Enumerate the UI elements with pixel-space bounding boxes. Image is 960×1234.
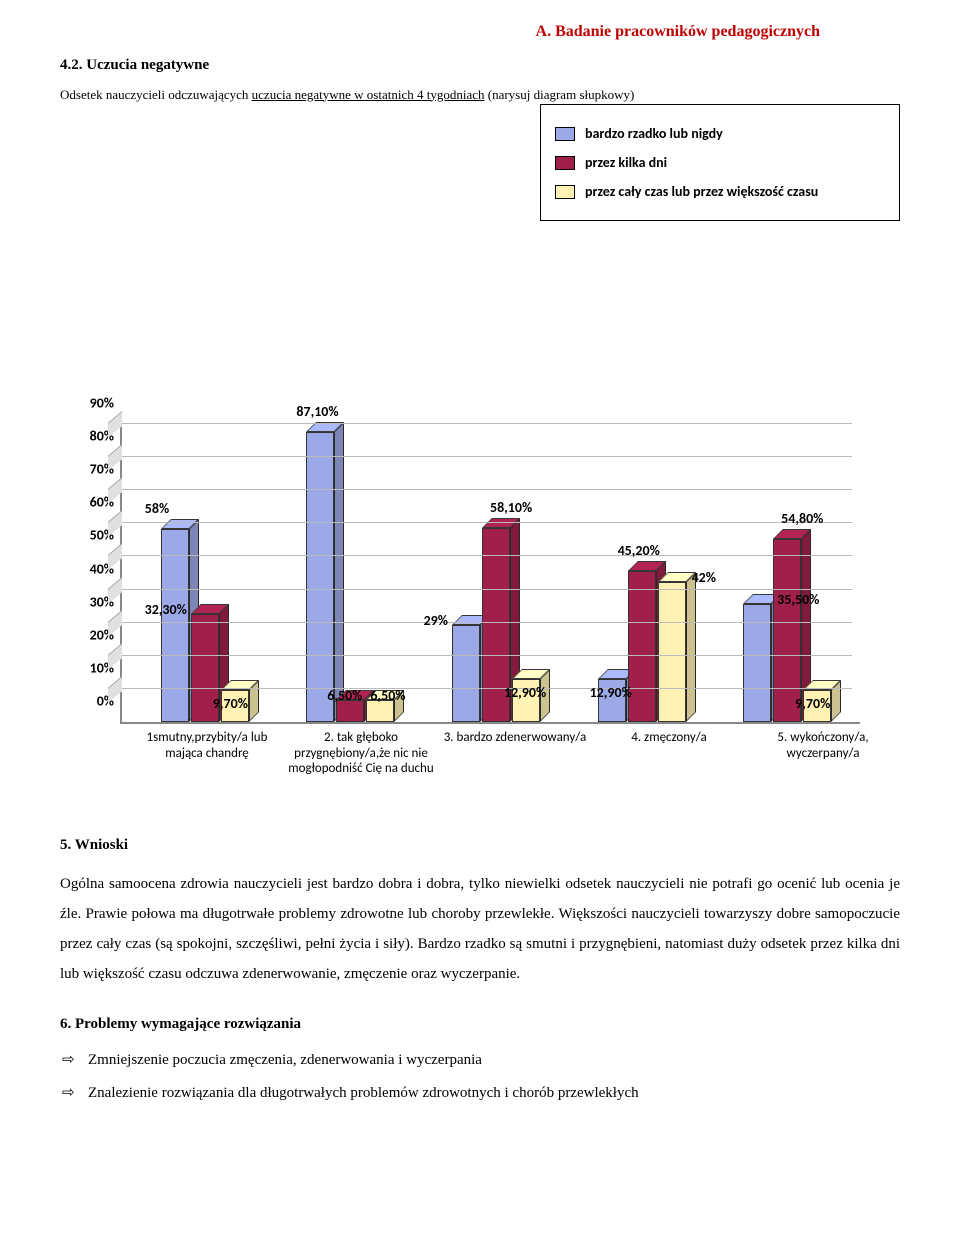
chart-bar-value-label: 32,30%	[145, 599, 187, 620]
chart-bar-value-label: 35,50%	[777, 589, 819, 610]
chart-bar: 12,90%	[598, 679, 626, 722]
chart-bar: 58%	[161, 529, 189, 722]
subtitle-pre: Odsetek nauczycieli odczuwających	[60, 87, 252, 102]
chart-gridline	[114, 522, 852, 523]
chart-bar-value-label: 45,20%	[618, 540, 660, 561]
chart-bar-value-label: 58,10%	[490, 497, 532, 518]
chart-bar-group: 87,10%6,50%6,50%	[278, 432, 424, 722]
chart-x-label: 2. tak głęboko przygnębiony/a,że nic nie…	[284, 730, 438, 777]
section-number: 4.2.	[60, 57, 83, 73]
chart-plot-area: 58%32,30%9,70%87,10%6,50%6,50%29%58,10%1…	[120, 424, 860, 724]
chart-gridline	[114, 589, 852, 590]
chart-legend: bardzo rzadko lub nigdy przez kilka dni pr…	[540, 104, 900, 221]
chart-bar-value-label: 9,70%	[795, 693, 830, 714]
section-title-text: Uczucia negatywne	[86, 57, 209, 73]
chart-bar: 9,70%	[803, 690, 831, 722]
chart-bar-value-label: 9,70%	[213, 693, 248, 714]
wnioski-title: 5. Wnioski	[60, 834, 900, 857]
problemy-title: 6. Problemy wymagające rozwiązania	[60, 1013, 900, 1036]
legend-swatch	[555, 185, 575, 199]
chart-x-label: 3. bardzo zdenerwowany/a	[438, 730, 592, 777]
chart-gridline	[114, 688, 852, 689]
chart-header-area: bardzo rzadko lub nigdy przez kilka dni pr…	[60, 104, 900, 244]
section-4-2-heading: 4.2. Uczucia negatywne	[60, 54, 900, 77]
section-4-2-subtitle: Odsetek nauczycieli odczuwających uczuci…	[60, 85, 900, 105]
chart-bar-value-label: 29%	[424, 610, 448, 631]
chart-bar: 87,10%	[306, 432, 334, 722]
chart-bar: 9,70%	[221, 690, 249, 722]
chart-gridline	[114, 423, 852, 424]
chart-gridline	[114, 555, 852, 556]
chart-x-label: 4. zmęczony/a	[592, 730, 746, 777]
legend-item: przez cały czas lub przez większość czas…	[555, 181, 885, 202]
chart-bar-value-label: 58%	[145, 498, 169, 519]
legend-label: bardzo rzadko lub nigdy	[585, 123, 723, 144]
problem-item: Zmniejszenie poczucia zmęczenia, zdenerw…	[88, 1047, 900, 1074]
chart-bar-value-label: 6,50%	[370, 685, 405, 706]
chart-bar: 12,90%	[512, 679, 540, 722]
legend-item: bardzo rzadko lub nigdy	[555, 123, 885, 144]
legend-label: przez kilka dni	[585, 152, 667, 173]
chart-y-tick-label: 90%	[70, 393, 114, 414]
chart-bar-group: 12,90%45,20%42%	[569, 571, 715, 722]
chart-bar-groups: 58%32,30%9,70%87,10%6,50%6,50%29%58,10%1…	[132, 424, 860, 722]
chart-bar-value-label: 54,80%	[781, 508, 823, 529]
chart-gridline	[114, 622, 852, 623]
chart-bar-group: 29%58,10%12,90%	[423, 528, 569, 722]
legend-label: przez cały czas lub przez większość czas…	[585, 181, 818, 202]
chart-bar-group: 35,50%54,80%9,70%	[714, 539, 860, 722]
legend-item: przez kilka dni	[555, 152, 885, 173]
chart-gridline	[114, 655, 852, 656]
chart-bar-value-label: 87,10%	[296, 401, 338, 422]
legend-swatch	[555, 127, 575, 141]
page-header: A. Badanie pracowników pedagogicznych	[60, 20, 900, 44]
wnioski-text: Ogólna samoocena zdrowia nauczycieli jes…	[60, 869, 900, 989]
chart-bar: 42%	[658, 582, 686, 722]
chart-x-label: 1smutny,przybity/a lub mająca chandrę	[130, 730, 284, 777]
chart-gridline	[114, 489, 852, 490]
chart-x-label: 5. wykończony/a, wyczerpany/a	[746, 730, 900, 777]
chart-bar-value-label: 12,90%	[504, 682, 546, 703]
bar-chart: 58%32,30%9,70%87,10%6,50%6,50%29%58,10%1…	[60, 384, 900, 724]
chart-bar-value-label: 6,50%	[327, 685, 362, 706]
chart-x-labels: 1smutny,przybity/a lub mająca chandrę2. …	[130, 730, 900, 777]
chart-bar-value-label: 42%	[692, 567, 716, 588]
chart-gridline	[114, 456, 852, 457]
problemy-list: Zmniejszenie poczucia zmęczenia, zdenerw…	[60, 1047, 900, 1107]
chart-bar-value-label: 12,90%	[590, 682, 632, 703]
subtitle-underline: uczucia negatywne w ostatnich 4 tygodnia…	[252, 87, 485, 102]
subtitle-post: (narysuj diagram słupkowy)	[485, 87, 635, 102]
legend-swatch	[555, 156, 575, 170]
problem-item: Znalezienie rozwiązania dla długotrwałyc…	[88, 1080, 900, 1107]
chart-bar-group: 58%32,30% 9,70%	[132, 529, 278, 722]
chart-bar: 29%	[452, 625, 480, 722]
